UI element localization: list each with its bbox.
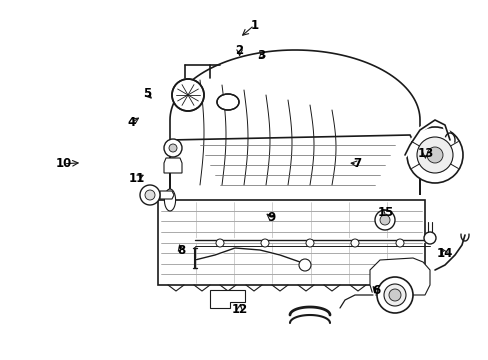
Polygon shape: [170, 50, 419, 195]
Circle shape: [388, 289, 400, 301]
Polygon shape: [158, 200, 424, 285]
Polygon shape: [164, 189, 175, 211]
Circle shape: [374, 210, 394, 230]
Circle shape: [423, 232, 435, 244]
Text: 4: 4: [128, 116, 136, 129]
Circle shape: [395, 239, 403, 247]
Circle shape: [426, 147, 442, 163]
Circle shape: [383, 284, 405, 306]
Polygon shape: [209, 290, 244, 308]
Text: 7: 7: [352, 157, 360, 170]
Text: 10: 10: [55, 157, 72, 170]
Text: 8: 8: [177, 244, 184, 257]
Polygon shape: [369, 258, 429, 295]
Text: 12: 12: [231, 303, 247, 316]
Circle shape: [379, 215, 389, 225]
Text: 15: 15: [377, 206, 394, 219]
Text: 3: 3: [257, 49, 265, 62]
Polygon shape: [160, 191, 174, 199]
Text: 13: 13: [416, 147, 433, 159]
Circle shape: [376, 277, 412, 313]
Circle shape: [216, 239, 224, 247]
Circle shape: [163, 139, 182, 157]
Text: 2: 2: [235, 44, 243, 57]
Circle shape: [145, 190, 155, 200]
Text: 5: 5: [142, 87, 150, 100]
Text: 9: 9: [267, 211, 275, 224]
Text: 11: 11: [128, 172, 145, 185]
Text: 1: 1: [250, 19, 258, 32]
Circle shape: [172, 79, 203, 111]
Circle shape: [261, 239, 268, 247]
Circle shape: [406, 127, 462, 183]
Circle shape: [350, 239, 358, 247]
Circle shape: [298, 259, 310, 271]
Circle shape: [169, 144, 177, 152]
Ellipse shape: [217, 94, 239, 110]
Circle shape: [305, 239, 313, 247]
Polygon shape: [163, 158, 182, 173]
Circle shape: [416, 137, 452, 173]
Circle shape: [140, 185, 160, 205]
Text: 6: 6: [372, 284, 380, 297]
Text: 14: 14: [436, 247, 452, 260]
